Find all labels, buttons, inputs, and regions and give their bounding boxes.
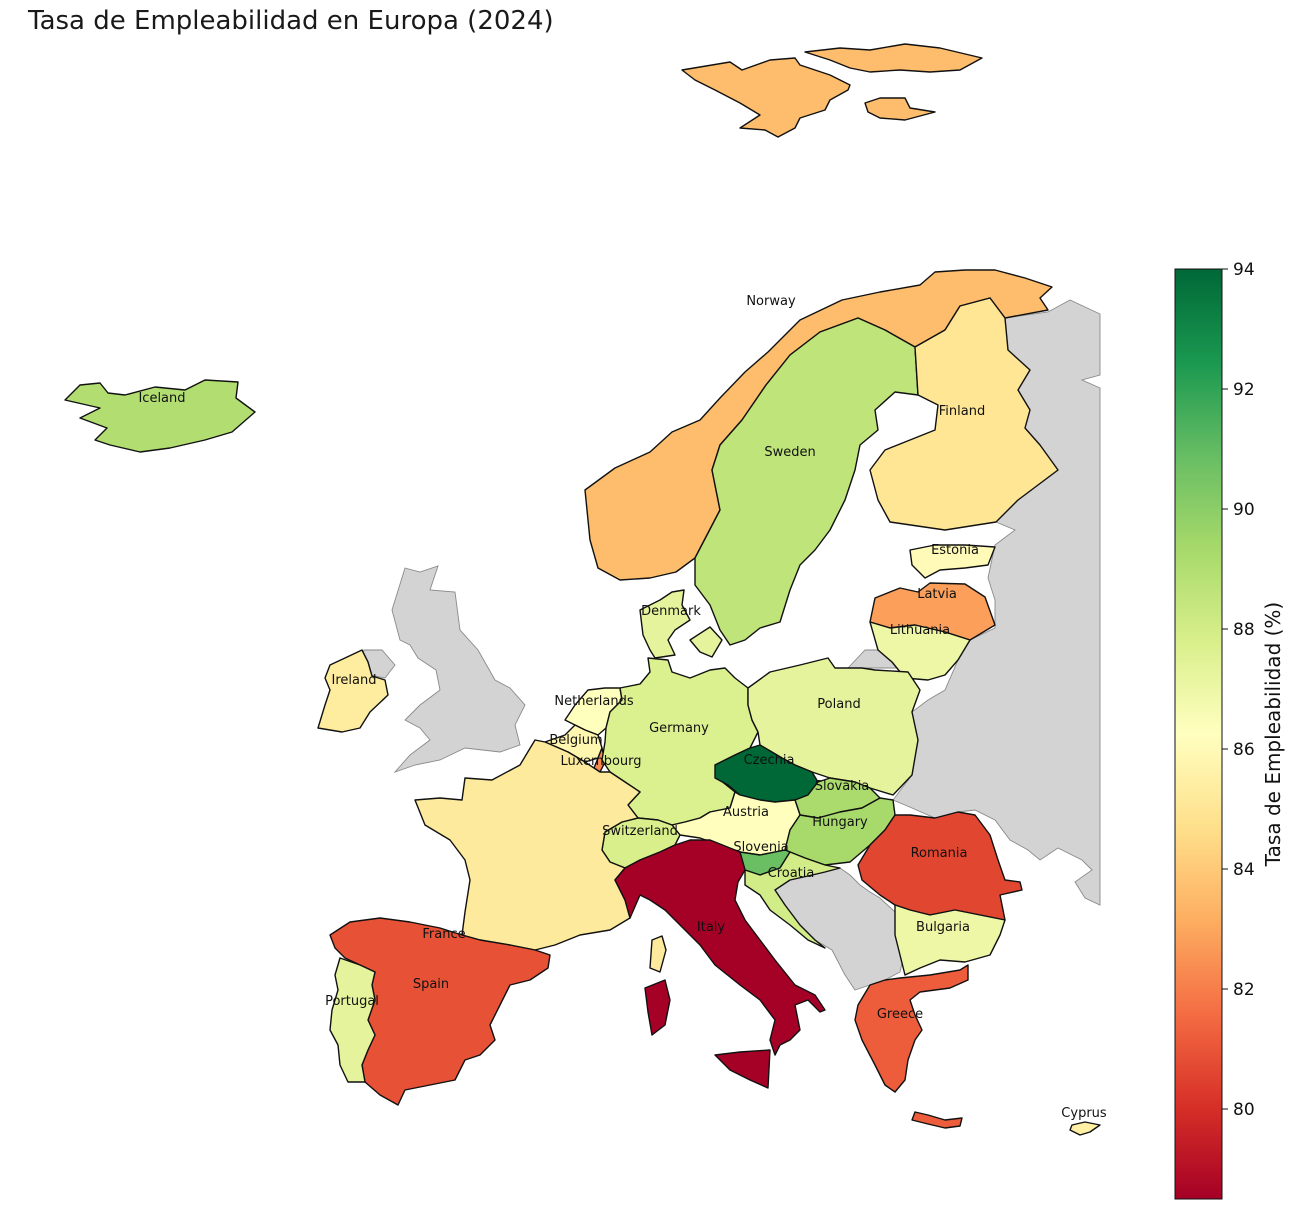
- country-italy: [614, 839, 826, 1056]
- label-belgium: Belgium: [549, 733, 602, 748]
- label-estonia: Estonia: [931, 543, 979, 558]
- label-denmark: Denmark: [641, 604, 701, 619]
- label-czechia: Czechia: [744, 753, 795, 768]
- label-austria: Austria: [723, 805, 769, 820]
- country-denmark: [639, 589, 691, 659]
- label-netherlands: Netherlands: [554, 694, 633, 709]
- country-iceland: [64, 379, 256, 453]
- label-ireland: Ireland: [332, 673, 377, 688]
- country-greece: [854, 964, 969, 1093]
- label-poland: Poland: [817, 697, 860, 712]
- country-denmark: [689, 626, 723, 658]
- colorbar-title: Tasa de Empleabilidad (%): [1261, 602, 1285, 867]
- label-france: France: [422, 927, 465, 942]
- label-hungary: Hungary: [812, 815, 868, 830]
- label-spain: Spain: [413, 977, 449, 992]
- country-romania: [857, 811, 1023, 921]
- country-germany: [601, 657, 759, 826]
- colorbar-tick-label: 88: [1233, 620, 1255, 640]
- colorbar-tick-label: 84: [1233, 860, 1255, 880]
- country-norway: [681, 57, 851, 138]
- colorbar-tick-label: 92: [1233, 380, 1255, 400]
- colorbar-tick-label: 90: [1233, 500, 1255, 520]
- colorbar-ticks: 94 92 90 88 86 84 82 80: [1222, 260, 1255, 1120]
- label-sweden: Sweden: [764, 445, 815, 460]
- label-slovakia: Slovakia: [815, 779, 870, 794]
- map-title: Tasa de Empleabilidad en Europa (2024): [28, 6, 554, 36]
- country-sweden: [694, 317, 919, 646]
- country-ireland: [317, 649, 389, 733]
- country-lithuania: [869, 621, 971, 681]
- country-luxembourg: [593, 747, 606, 773]
- country-finland: [869, 297, 1059, 531]
- label-portugal: Portugal: [325, 994, 379, 1009]
- country-france: [649, 935, 667, 973]
- label-norway: Norway: [746, 294, 796, 309]
- colorbar-tick-label: 82: [1233, 980, 1255, 1000]
- label-cyprus: Cyprus: [1061, 1106, 1107, 1121]
- country-italy: [714, 1049, 771, 1089]
- colorbar-tick-label: 94: [1233, 260, 1255, 280]
- country-labels: Norway Sweden Finland Iceland Estonia La…: [138, 294, 1106, 1121]
- label-germany: Germany: [649, 721, 709, 736]
- label-slovenia: Slovenia: [733, 840, 788, 855]
- colorbar: 94 92 90 88 86 84 82 80 Tasa de Empleabilidad (…: [1174, 260, 1285, 1200]
- countries-layer: [64, 43, 1101, 1136]
- label-latvia: Latvia: [917, 587, 957, 602]
- label-italy: Italy: [697, 920, 726, 935]
- country-poland: [747, 657, 921, 796]
- label-romania: Romania: [911, 846, 968, 861]
- label-bulgaria: Bulgaria: [916, 920, 970, 935]
- colorbar-gradient: [1174, 268, 1223, 1200]
- country-greece: [911, 1111, 963, 1129]
- label-lithuania: Lithuania: [890, 623, 950, 638]
- country-croatia: [744, 851, 841, 949]
- country-cyprus: [1069, 1121, 1101, 1136]
- country-estonia: [909, 544, 996, 579]
- country-norway: [804, 43, 983, 73]
- label-finland: Finland: [939, 404, 985, 419]
- colorbar-tick-label: 80: [1233, 1100, 1255, 1120]
- label-croatia: Croatia: [768, 866, 815, 881]
- label-luxembourg: Luxembourg: [560, 754, 641, 769]
- colorbar-tick-label: 86: [1233, 740, 1255, 760]
- country-bulgaria: [894, 904, 1006, 976]
- label-greece: Greece: [877, 1007, 923, 1022]
- country-italy: [644, 979, 671, 1036]
- nodata-uk: [391, 565, 526, 773]
- label-iceland: Iceland: [138, 391, 185, 406]
- label-switzerland: Switzerland: [602, 824, 678, 839]
- country-portugal: [329, 957, 376, 1083]
- country-norway: [864, 97, 936, 121]
